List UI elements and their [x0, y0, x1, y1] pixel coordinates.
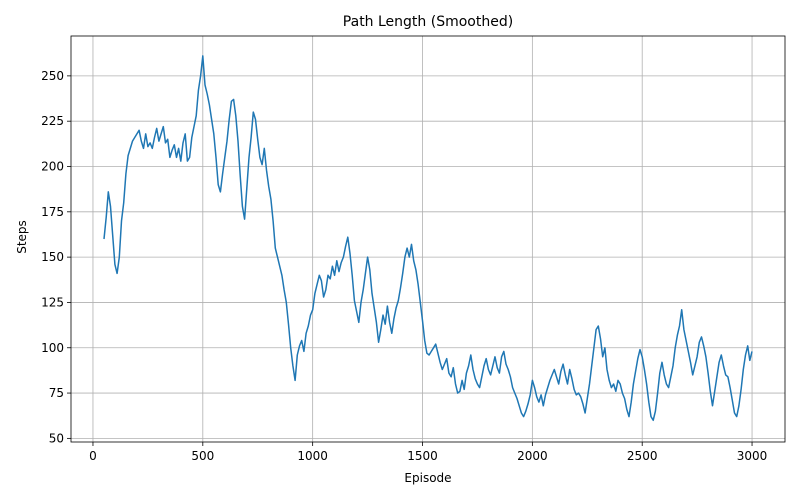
y-tick-label: 150 — [41, 250, 64, 264]
plot-frame — [70, 35, 786, 443]
chart-title: Path Length (Smoothed) — [343, 14, 513, 30]
y-tick-label: 125 — [41, 295, 64, 309]
series-line-group — [103, 55, 753, 422]
series-line — [103, 55, 753, 422]
y-tick-label: 200 — [41, 160, 64, 174]
x-tick-label: 3000 — [737, 449, 768, 463]
x-tick-label: 1500 — [407, 449, 438, 463]
x-tick-label: 2500 — [627, 449, 658, 463]
y-axis-label: Steps — [15, 220, 29, 254]
y-tick-label: 250 — [41, 69, 64, 83]
x-tick-label: 500 — [191, 449, 214, 463]
y-tick-label: 225 — [41, 114, 64, 128]
x-tick-label: 1000 — [297, 449, 328, 463]
grid — [71, 36, 785, 442]
x-tick-label: 0 — [89, 449, 97, 463]
y-tick-label: 100 — [41, 341, 64, 355]
x-tick-label: 2000 — [517, 449, 548, 463]
y-tick-label: 75 — [49, 386, 64, 400]
x-axis-label: Episode — [404, 471, 451, 485]
ticks: 0 500 1000 1500 2000 2500 3000 50 75 100 125 150 175… — [41, 69, 767, 463]
y-tick-label: 175 — [41, 205, 64, 219]
y-tick-label: 50 — [49, 431, 64, 445]
